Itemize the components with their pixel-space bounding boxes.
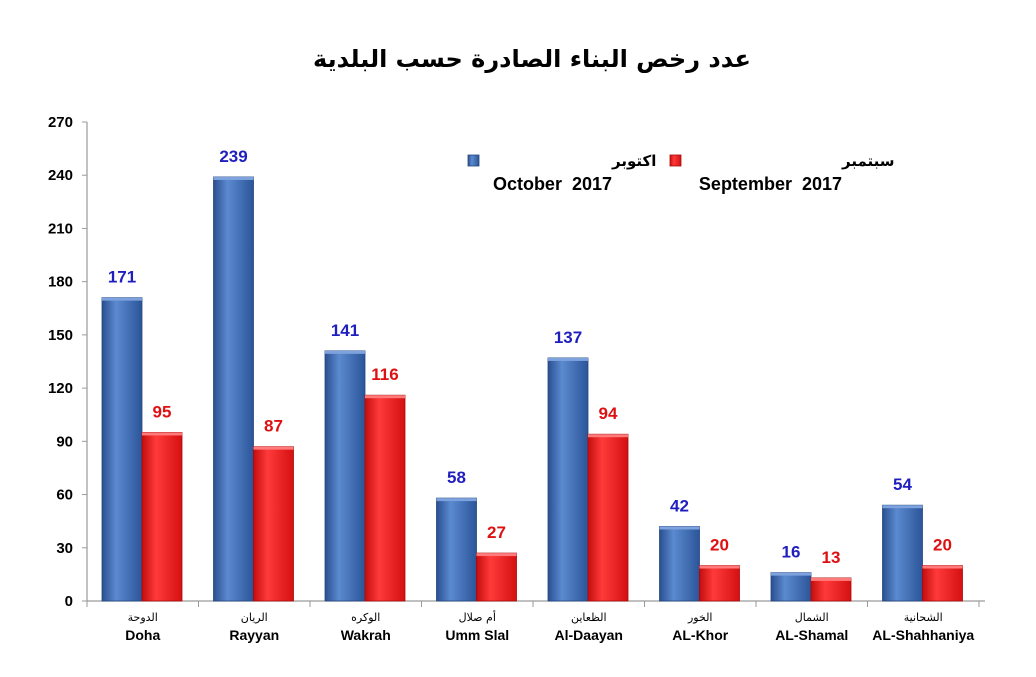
data-label: 95	[153, 402, 172, 421]
data-label: 141	[331, 321, 359, 340]
legend-label-en: September 2017	[699, 174, 842, 194]
category-label-en: Wakrah	[341, 627, 391, 643]
category-label-ar: الدوحة	[128, 611, 158, 624]
bar-september	[253, 446, 294, 602]
data-label: 171	[108, 268, 136, 287]
legend: اكتوبر October 2017 سبتمبر September 2017	[467, 152, 895, 194]
bar-october	[213, 176, 254, 602]
category-label-en: Doha	[125, 627, 160, 643]
bar-top-highlight	[142, 432, 182, 436]
bar-october	[324, 350, 366, 602]
bar-september	[587, 433, 629, 602]
bar-top-highlight	[771, 572, 811, 576]
bar-september	[364, 394, 406, 602]
bar-top-highlight	[699, 565, 740, 569]
y-tick-label: 30	[56, 540, 73, 557]
legend-swatch-september	[669, 154, 682, 167]
data-label: 42	[670, 496, 689, 515]
data-label: 20	[710, 536, 729, 555]
category-label-en: Rayyan	[229, 627, 279, 643]
data-label: 94	[599, 404, 618, 423]
category-label-en: Al-Daayan	[555, 627, 623, 643]
data-label: 20	[933, 536, 952, 555]
data-label: 239	[219, 147, 247, 166]
bar-top-highlight	[102, 297, 142, 301]
data-label: 58	[447, 468, 466, 487]
category-label-en: AL-Shahhaniya	[872, 627, 974, 643]
bar-top-highlight	[213, 176, 254, 180]
data-label: 16	[782, 543, 801, 562]
y-tick-label: 270	[48, 114, 73, 131]
y-tick-label: 60	[56, 487, 73, 504]
category-label-ar: الريان	[241, 611, 268, 624]
bar-september	[699, 565, 740, 602]
category-label-en: AL-Shamal	[775, 627, 848, 643]
chart-title: عدد رخص البناء الصادرة حسب البلدية	[313, 45, 751, 73]
y-tick-label: 150	[48, 327, 73, 344]
y-tick-label: 90	[56, 433, 73, 450]
legend-label-ar: سبتمبر	[841, 152, 895, 170]
bar-october	[101, 297, 143, 602]
bar-october	[659, 526, 700, 602]
category-label-ar: أم صلال	[459, 610, 496, 624]
category-label-ar: الشحانية	[904, 611, 943, 624]
data-label: 116	[371, 365, 398, 384]
bar-september	[922, 565, 963, 602]
y-tick-label: 120	[48, 380, 73, 397]
bar-september	[476, 552, 517, 602]
bar-october	[436, 497, 477, 602]
bar-top-highlight	[922, 565, 963, 569]
bar-top-highlight	[476, 553, 517, 557]
category-label-ar: الوكره	[351, 611, 380, 624]
bar-top-highlight	[365, 395, 405, 399]
category-label-ar: الخور	[687, 611, 713, 624]
legend-label-en: October 2017	[493, 174, 612, 194]
y-tick-label: 180	[48, 274, 73, 291]
category-label-ar: الظعاين	[571, 611, 607, 624]
bar-september	[141, 432, 183, 602]
bar-october	[770, 572, 812, 602]
data-label: 13	[822, 548, 841, 567]
labels: 171 95 الدوحة Doha 239 87 الريان Rayyan 141 116 ال…	[108, 147, 975, 643]
bars	[101, 176, 963, 602]
bar-top-highlight	[659, 526, 700, 530]
data-label: 27	[487, 523, 506, 542]
bar-top-highlight	[588, 434, 628, 438]
legend-label-ar: اكتوبر	[611, 152, 656, 170]
bar-top-highlight	[548, 357, 588, 361]
bar-september	[810, 577, 852, 602]
bar-october	[547, 357, 589, 602]
bar-top-highlight	[436, 498, 477, 502]
y-tick-label: 0	[65, 593, 73, 610]
data-label: 54	[893, 475, 912, 494]
bar-top-highlight	[253, 446, 294, 450]
bar-top-highlight	[325, 350, 365, 354]
bar-top-highlight	[811, 577, 851, 581]
legend-swatch-october	[467, 154, 480, 167]
data-label: 87	[264, 417, 283, 436]
category-label-ar: الشمال	[795, 611, 829, 624]
category-label-en: AL-Khor	[672, 627, 729, 643]
data-label: 137	[554, 328, 582, 347]
category-label-en: Umm Slal	[445, 627, 509, 643]
y-tick-label: 210	[48, 220, 73, 237]
y-tick-label: 240	[48, 167, 73, 184]
bar-top-highlight	[882, 505, 923, 509]
bar-october	[882, 504, 923, 602]
